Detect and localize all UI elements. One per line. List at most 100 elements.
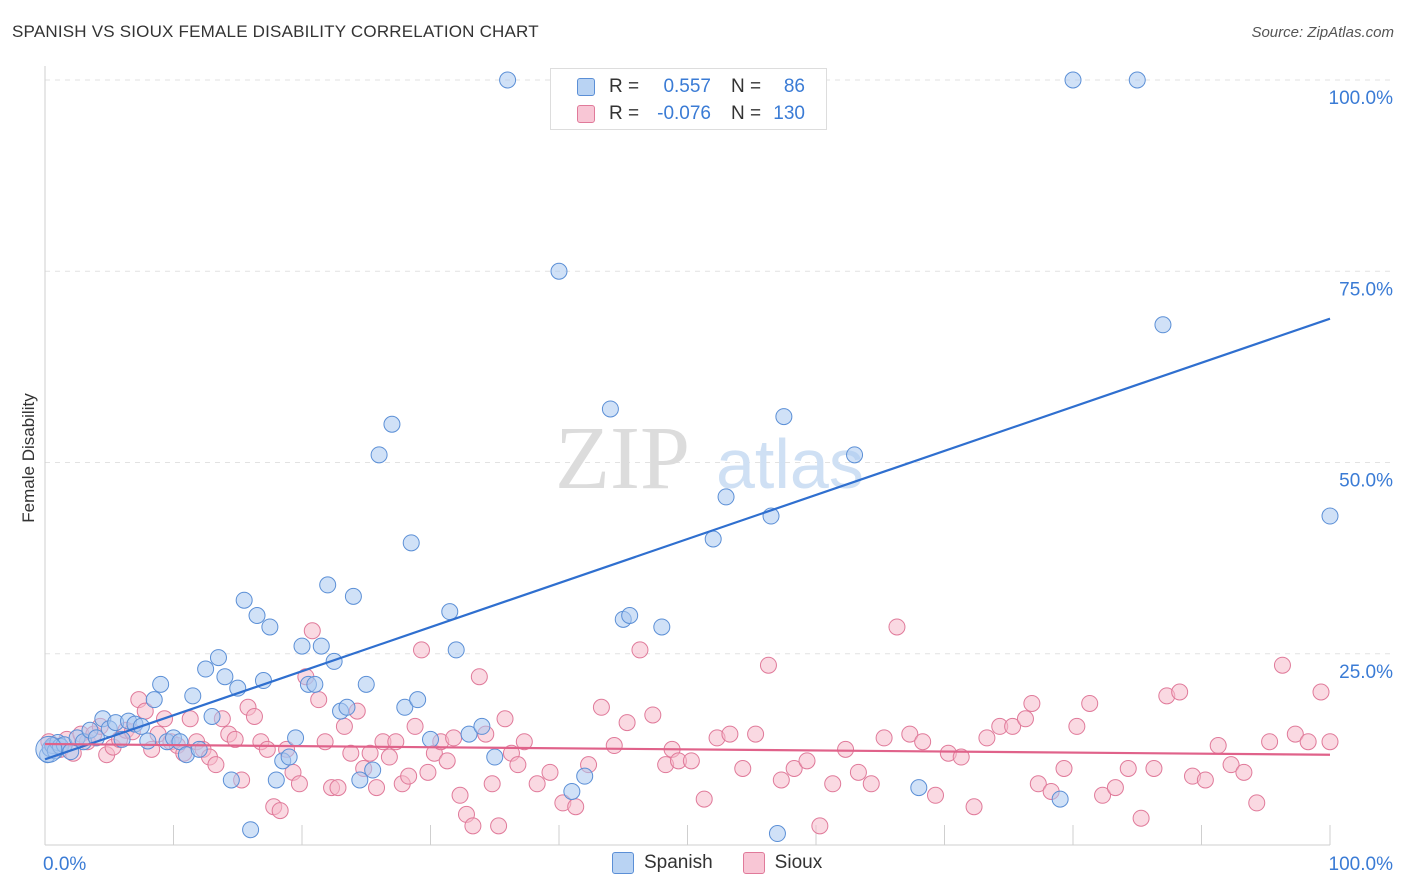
sioux-point — [721, 725, 739, 743]
sioux-point — [303, 622, 321, 640]
x-tick-label-start: 0.0% — [43, 854, 86, 875]
sioux-point — [824, 775, 842, 793]
spanish-point — [312, 637, 330, 655]
y-tick-label: 100.0% — [1329, 88, 1394, 109]
spanish-point — [197, 660, 215, 678]
sioux-point — [335, 717, 353, 735]
spanish-point — [152, 675, 170, 693]
sioux-point — [811, 817, 829, 835]
spanish-point — [364, 761, 382, 779]
sioux-point — [605, 737, 623, 755]
sioux-point — [509, 756, 527, 774]
sioux-point — [978, 729, 996, 747]
spanish-point — [775, 408, 793, 426]
legend-item-spanish: Spanish — [612, 852, 713, 874]
y-tick-label: 75.0% — [1339, 279, 1393, 300]
sioux-point — [875, 729, 893, 747]
legend-row-spanish: R = 0.557 N = 86 — [577, 75, 805, 99]
spanish-point — [1154, 316, 1172, 334]
sioux-point — [1068, 717, 1086, 735]
sioux-swatch — [577, 105, 595, 123]
spanish-point — [768, 825, 786, 843]
sioux-point — [1312, 683, 1330, 701]
spanish-point — [325, 652, 343, 670]
sioux-point — [837, 740, 855, 758]
spanish-point — [267, 771, 285, 789]
y-tick-label: 50.0% — [1339, 471, 1393, 492]
spanish-point — [1321, 507, 1339, 525]
spanish-point — [338, 698, 356, 716]
trend-lines — [44, 317, 1331, 761]
sioux-point — [1016, 710, 1034, 728]
watermark-zip: ZIP — [555, 409, 690, 508]
sioux-point — [470, 668, 488, 686]
sioux-point — [207, 756, 225, 774]
spanish-legend-swatch — [612, 852, 634, 874]
sioux-point — [271, 802, 289, 820]
spanish-point — [216, 668, 234, 686]
spanish-swatch — [577, 78, 595, 96]
sioux-point — [329, 779, 347, 797]
sioux-point — [747, 725, 765, 743]
spanish-point — [242, 821, 260, 839]
spanish-point — [396, 698, 414, 716]
sioux-r-label: R = — [609, 103, 640, 124]
spanish-point — [235, 591, 253, 609]
spanish-point — [203, 707, 221, 725]
spanish-point — [357, 675, 375, 693]
sioux-point — [862, 775, 880, 793]
series-legend: Spanish Sioux — [612, 852, 852, 874]
spanish-point — [576, 767, 594, 785]
sioux-point — [1106, 779, 1124, 797]
spanish-point — [113, 730, 131, 748]
spanish-point — [351, 771, 369, 789]
chart-title: SPANISH VS SIOUX FEMALE DISABILITY CORRE… — [12, 22, 539, 41]
sioux-point — [483, 775, 501, 793]
sioux-point — [1321, 733, 1339, 751]
spanish-r-label: R = — [609, 76, 640, 97]
spanish-point — [248, 607, 266, 624]
spanish-point — [653, 618, 671, 636]
spanish-point — [402, 534, 420, 552]
stats-legend: R = 0.557 N = 86 R = -0.076 N = 130 — [550, 68, 827, 130]
sioux-point — [380, 748, 398, 766]
sioux-trend-line — [44, 742, 1331, 756]
sioux-point — [464, 817, 482, 835]
spanish-point — [563, 782, 581, 800]
sioux-point — [631, 641, 649, 659]
spanish-point — [319, 576, 337, 594]
spanish-point — [184, 687, 202, 705]
watermark-atlas: atlas — [716, 425, 864, 503]
spanish-point — [910, 779, 928, 797]
sioux-point — [785, 760, 803, 777]
sioux-point — [181, 710, 199, 728]
spanish-point — [145, 691, 163, 709]
spanish-point — [261, 618, 279, 636]
chart-source: Source: ZipAtlas.com — [1251, 24, 1394, 41]
sioux-point — [419, 763, 437, 781]
watermark: ZIP atlas — [555, 409, 864, 508]
sioux-point — [1248, 794, 1266, 812]
sioux-point — [290, 775, 308, 793]
tick-labels: 25.0% 50.0% 75.0% 100.0% 0.0% 100.0% Female Di… — [19, 88, 1393, 875]
sioux-point — [368, 779, 386, 797]
spanish-point — [704, 530, 722, 548]
spanish-point — [409, 691, 427, 709]
spanish-point — [306, 675, 324, 693]
sioux-point — [1055, 760, 1073, 777]
sioux-point — [849, 763, 867, 781]
sioux-point — [310, 691, 328, 709]
sioux-point — [695, 790, 713, 808]
sioux-point — [451, 786, 469, 804]
spanish-points — [35, 71, 1339, 843]
sioux-point — [759, 656, 777, 674]
sioux-point — [965, 798, 983, 816]
sioux-point — [1261, 733, 1279, 751]
sioux-point — [541, 763, 559, 781]
spanish-point — [1051, 790, 1069, 808]
sioux-point — [515, 733, 533, 751]
sioux-point — [914, 733, 932, 751]
sioux-point — [644, 706, 662, 724]
sioux-point — [1081, 694, 1099, 712]
